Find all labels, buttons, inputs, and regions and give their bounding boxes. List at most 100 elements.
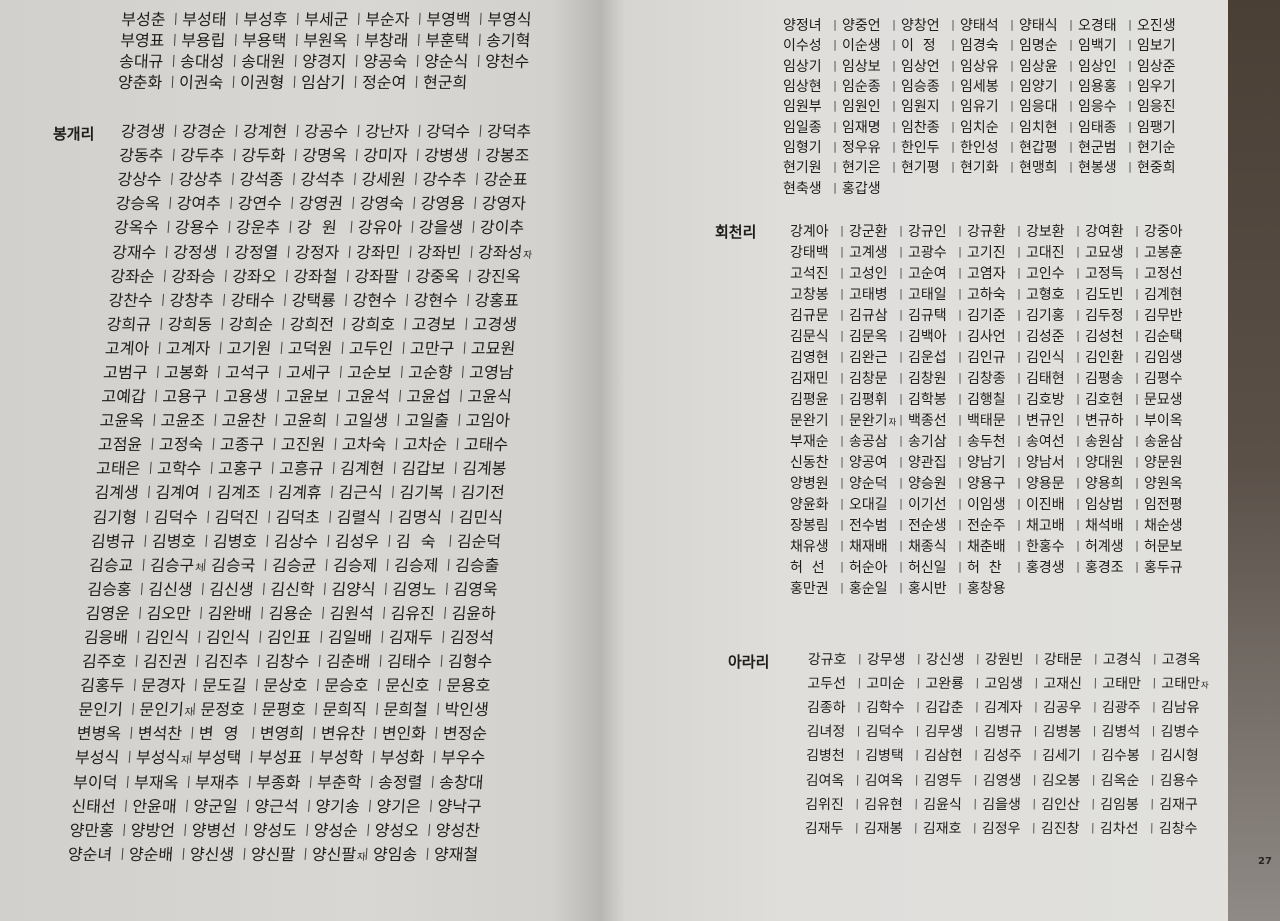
person-name: 고임아 <box>465 411 511 431</box>
person-name: 양창언 <box>901 18 940 35</box>
person-name: 현기은 <box>842 160 881 177</box>
separator: | <box>352 171 358 186</box>
separator: | <box>266 508 272 523</box>
person-name: 한인성 <box>960 139 999 156</box>
person-name: 김재구 <box>1159 796 1199 813</box>
separator: | <box>974 749 978 762</box>
person-name: 김신생 <box>208 579 255 599</box>
person-name: 김태현 <box>1026 370 1065 387</box>
village-name-list: 강규호 | 강무생 | 강신생 | 강원빈 | 강태문 | 고경식 | 고경옥 고두선 | 고미순 | 고완룡 | 고… <box>805 647 1209 840</box>
person-name: 고미순 <box>866 676 906 693</box>
person-name: 임상기 <box>783 58 822 75</box>
person-name: 강희호 <box>350 314 396 334</box>
separator: | <box>465 291 471 306</box>
person-name: 김창종 <box>967 370 1006 387</box>
separator: | <box>951 19 955 32</box>
person-name: 김사언 <box>967 328 1006 345</box>
person-name: 강봉조 <box>484 146 531 166</box>
person-name: 강좌성자 <box>477 239 532 263</box>
person-name: 김녀정 <box>806 724 846 741</box>
person-name: 김승교 <box>88 555 135 575</box>
person-name: 김삼현 <box>923 748 963 765</box>
person-name: 김차선 <box>1099 820 1139 837</box>
separator: | <box>306 797 312 812</box>
separator: | <box>840 581 844 594</box>
person-name: 강좌순 <box>109 266 156 286</box>
name-row: 김영현 | 김완근 | 김운섭 | 김인규 | 김인식 | 김인환 | 김임생 <box>790 346 1189 367</box>
separator: | <box>840 413 844 426</box>
person-name: 현맹희 <box>1019 160 1058 177</box>
person-name: 부성화 <box>379 748 425 768</box>
person-name: 강덕수 <box>425 122 471 142</box>
name-row: 송대규 | 송대성 | 송대원 | 양경지 | 양공숙 | 양순식 | 양천수 <box>119 49 534 71</box>
name-row: 김계생 | 김계여 | 김계조 | 김계휴 | 김근식 | 김기복 | 김기전 <box>94 479 510 503</box>
person-name: 임원부 <box>783 99 822 116</box>
separator: | <box>415 147 421 162</box>
separator: | <box>282 291 288 306</box>
separator: | <box>171 52 177 67</box>
person-name: 양승원 <box>908 475 947 492</box>
person-name: 고두선 <box>807 676 847 693</box>
separator: | <box>973 797 978 810</box>
separator: | <box>833 59 837 72</box>
person-name: 고봉화 <box>163 362 210 382</box>
name-row: 김승교 | 김승구처 | 김승국 | 김승균 | 김승제 | 김승제 | 김승출 <box>88 552 504 576</box>
person-name: 고인수 <box>1026 265 1065 282</box>
separator: | <box>1017 455 1021 468</box>
separator: | <box>856 725 861 738</box>
right-continued-name-list: 양정녀 | 양중언 | 양창언 | 양태석 | 양태식 | 오경태 | 오진생 이수성 | 이순생 | 이 정 | 임… <box>783 15 1182 198</box>
name-row: 부영표 | 부용립 | 부용택 | 부원옥 | 부창래 | 부훈택 | 송기혁 <box>120 28 535 50</box>
person-name: 김승국 <box>210 555 257 575</box>
separator: | <box>230 171 236 186</box>
name-row: 강규호 | 강무생 | 강신생 | 강원빈 | 강태문 | 고경식 | 고경옥 <box>808 647 1207 671</box>
person-name: 강희순 <box>228 314 274 334</box>
person-name: 임상보 <box>842 58 881 75</box>
separator: | <box>193 677 199 692</box>
separator: | <box>304 821 310 836</box>
name-row: 김기형 | 김덕수 | 김덕진 | 김덕초 | 김렬식 | 김명식 | 김민식 <box>92 504 508 528</box>
person-name: 홍갑생 <box>842 180 881 197</box>
person-name: 강동추 <box>118 146 165 166</box>
person-name: 김규삼 <box>849 307 888 324</box>
separator: | <box>254 677 260 692</box>
separator: | <box>951 59 955 72</box>
separator: | <box>284 267 290 282</box>
separator: | <box>1017 329 1021 342</box>
person-name: 고봉훈 <box>1144 244 1183 261</box>
separator: | <box>119 845 126 860</box>
person-name: 고윤보 <box>283 387 330 407</box>
name-row: 양순녀 | 양순배 | 양신생 | 양신팔 | 양신팔자 | 양임송 | 양재철 <box>67 841 483 865</box>
person-name: 고태은 <box>95 459 142 479</box>
separator: | <box>1069 19 1073 32</box>
person-name: 임상윤 <box>1019 58 1058 75</box>
separator: | <box>451 484 457 499</box>
person-name: 김덕초 <box>274 507 321 527</box>
person-name: 양천수 <box>484 51 530 71</box>
person-name: 김영욱 <box>452 579 499 599</box>
person-name: 강군환 <box>849 223 888 240</box>
person-name: 강경생 <box>120 122 166 142</box>
separator: | <box>833 19 837 32</box>
person-name: 강찬수 <box>107 290 154 310</box>
person-name: 강석추 <box>299 170 346 190</box>
person-name: 강옥수 <box>113 218 159 238</box>
person-name: 강원빈 <box>984 652 1024 669</box>
village-label: 봉개리 <box>53 125 95 143</box>
separator: | <box>184 797 190 812</box>
person-name: 고일생 <box>343 411 389 431</box>
name-row: 강승옥 | 강여추 | 강연수 | 강영권 | 강영숙 | 강영용 | 강영자 <box>115 190 531 214</box>
person-name: 양병선 <box>190 820 237 840</box>
person-name: 강택룡 <box>290 290 337 310</box>
separator: | <box>371 749 377 764</box>
person-name: 임상현 <box>783 79 822 96</box>
person-name: 고순향 <box>407 362 454 382</box>
separator: | <box>1033 725 1038 738</box>
separator: | <box>958 287 962 300</box>
person-name: 홍두규 <box>1144 559 1183 576</box>
person-name: 박인생 <box>443 700 490 720</box>
separator: | <box>256 653 262 668</box>
person-name: 이임생 <box>967 496 1006 513</box>
name-row: 김재두 | 김재봉 | 김재호 | 김정우 | 김진창 | 김차선 | 김창수 <box>805 816 1204 840</box>
separator: | <box>1017 392 1021 405</box>
person-name: 부이옥 <box>1144 412 1183 429</box>
